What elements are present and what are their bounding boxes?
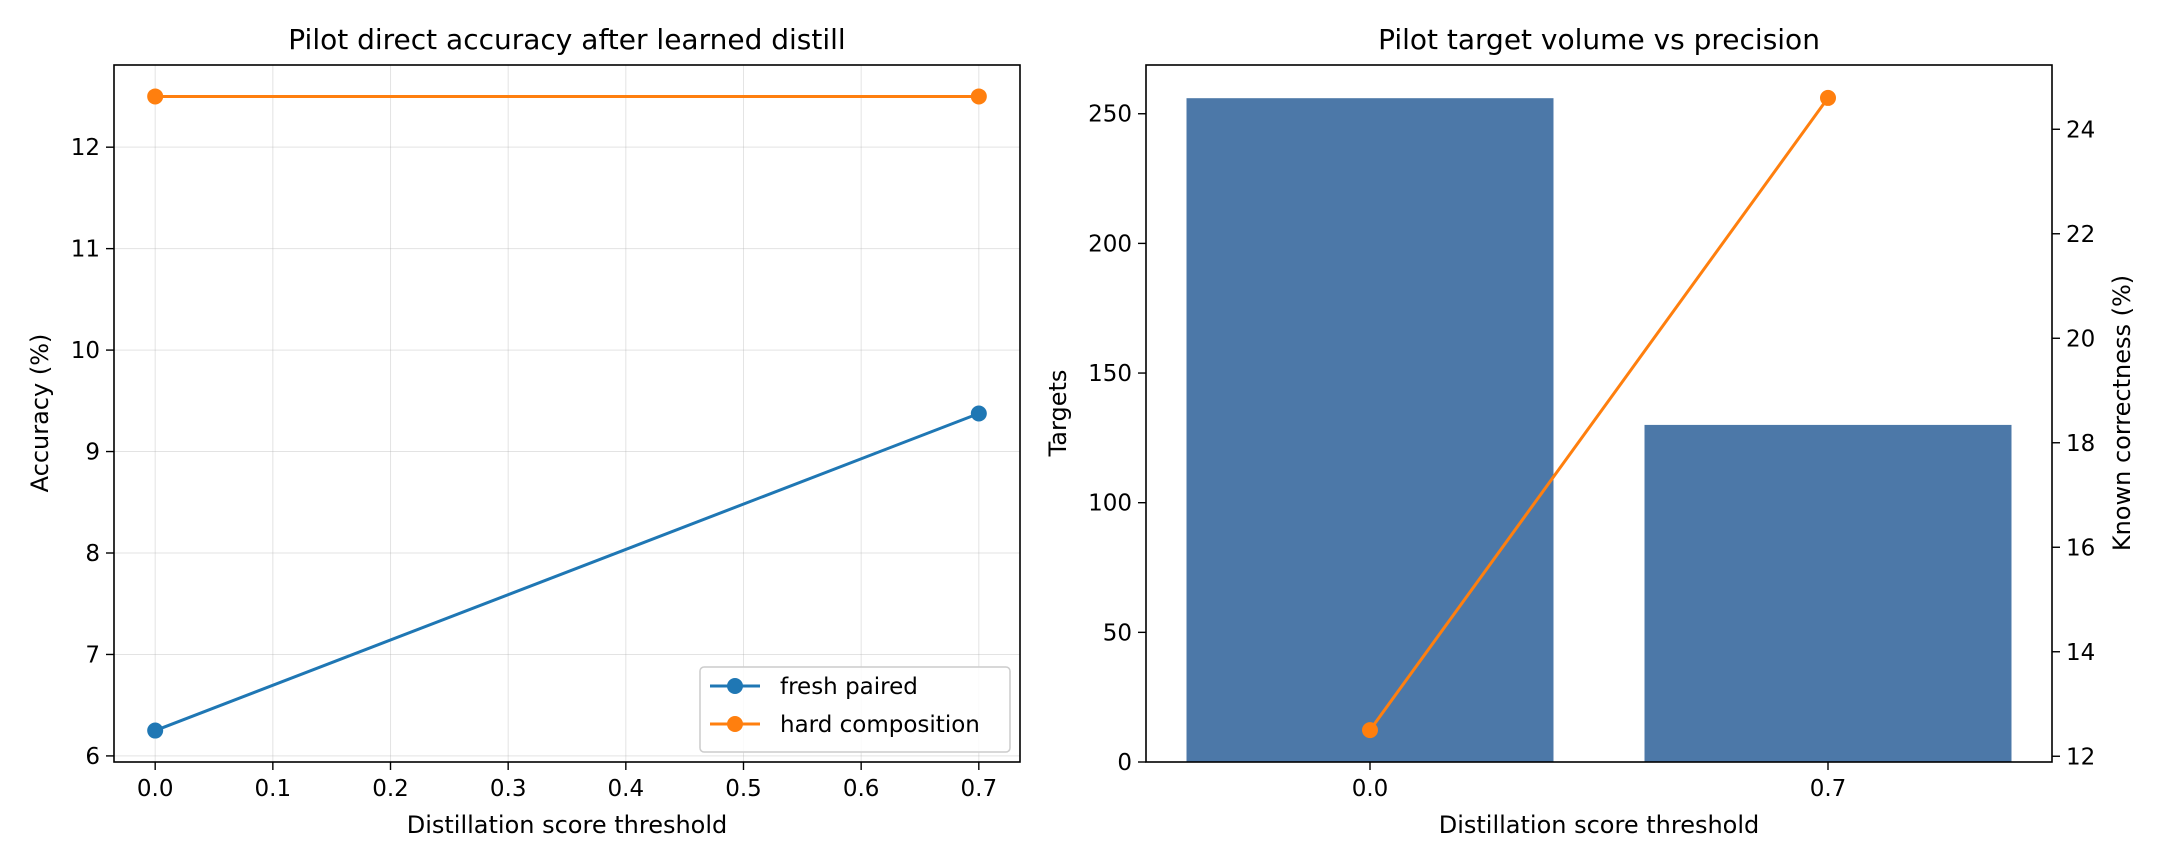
correctness-line-path [1368,97,1830,732]
x-tick-label: 0.3 [490,776,527,802]
accuracy-series-points [147,88,987,739]
correctness-point [1362,722,1378,739]
y2-tick-label: 12 [2066,744,2095,770]
y-tick-label: 50 [1103,620,1132,646]
bar-0.0 [1186,98,1554,762]
y-tick-label: 150 [1088,361,1132,387]
data-point-hard-composition [147,88,164,105]
accuracy-x-ticks: 0.0 0.1 0.2 0.3 0.4 0.5 0.6 0.7 [137,762,997,802]
correctness-point [1820,89,1836,106]
y2-tick-label: 14 [2066,640,2095,666]
x-tick-label: 0.0 [1352,776,1389,802]
accuracy-line-chart: 0.0 0.1 0.2 0.3 0.4 0.5 0.6 0.7 6 7 8 9 10 11 12 Pilo… [26,23,1021,839]
data-point-fresh-paired [147,722,164,739]
accuracy-grid [114,65,1020,762]
legend: fresh paired hard composition [699,666,1011,753]
volume-plot-frame [1145,64,2053,763]
accuracy-x-axis-label: Distillation score threshold [407,811,728,839]
legend-label-hard-composition: hard composition [780,712,980,738]
x-tick-label: 0.5 [725,776,762,802]
accuracy-plot-frame [113,64,1021,763]
volume-x-axis-label: Distillation score threshold [1439,811,1760,839]
x-tick-label: 0.1 [255,776,292,802]
volume-y-ticks-left: 0 50 100 150 200 250 [1088,102,1146,776]
legend-marker-hard-composition [727,716,743,732]
y-tick-label: 200 [1088,231,1132,257]
y-tick-label: 6 [85,744,100,770]
y2-tick-label: 22 [2066,222,2095,248]
targets-bars [1186,98,2012,762]
volume-x-ticks: 0.0 0.7 [1352,762,1847,802]
y-tick-label: 0 [1117,750,1132,776]
y-tick-label: 9 [85,440,100,466]
accuracy-chart-title: Pilot direct accuracy after learned dist… [288,23,845,56]
legend-box [699,666,1011,753]
x-tick-label: 0.6 [843,776,880,802]
x-tick-label: 0.7 [961,776,998,802]
accuracy-y-ticks: 6 7 8 9 10 11 12 [71,135,114,770]
y-tick-label: 12 [71,135,100,161]
data-point-hard-composition [970,88,987,105]
volume-precision-chart: 0.0 0.7 0 50 100 150 200 250 12 14 16 18 20 22 24 Pi… [1044,23,2136,839]
legend-marker-fresh-paired [727,678,743,694]
volume-y2-axis-label: Known correctness (%) [2108,275,2136,551]
accuracy-y-axis-label: Accuracy (%) [26,334,54,493]
data-point-fresh-paired [970,405,987,422]
correctness-line [1362,89,1836,739]
y2-tick-label: 20 [2066,326,2095,352]
volume-y-ticks-right: 12 14 16 18 20 22 24 [2052,117,2095,770]
y2-tick-label: 18 [2066,431,2095,457]
bar-0.7 [1644,424,2012,762]
y-tick-label: 10 [71,338,100,364]
y2-tick-label: 16 [2066,535,2095,561]
x-tick-label: 0.7 [1810,776,1847,802]
volume-chart-title: Pilot target volume vs precision [1378,23,1820,56]
legend-label-fresh-paired: fresh paired [780,674,918,700]
y-tick-label: 250 [1088,102,1132,128]
accuracy-series-lines [154,94,980,732]
x-tick-label: 0.0 [137,776,174,802]
volume-y-axis-label: Targets [1044,370,1072,458]
x-tick-label: 0.2 [372,776,409,802]
y-tick-label: 100 [1088,491,1132,517]
y-tick-label: 7 [85,642,100,668]
y-tick-label: 11 [71,237,100,263]
y-tick-label: 8 [85,541,100,567]
x-tick-label: 0.4 [608,776,645,802]
series-line-fresh-paired [154,412,980,732]
y2-tick-label: 24 [2066,117,2095,143]
